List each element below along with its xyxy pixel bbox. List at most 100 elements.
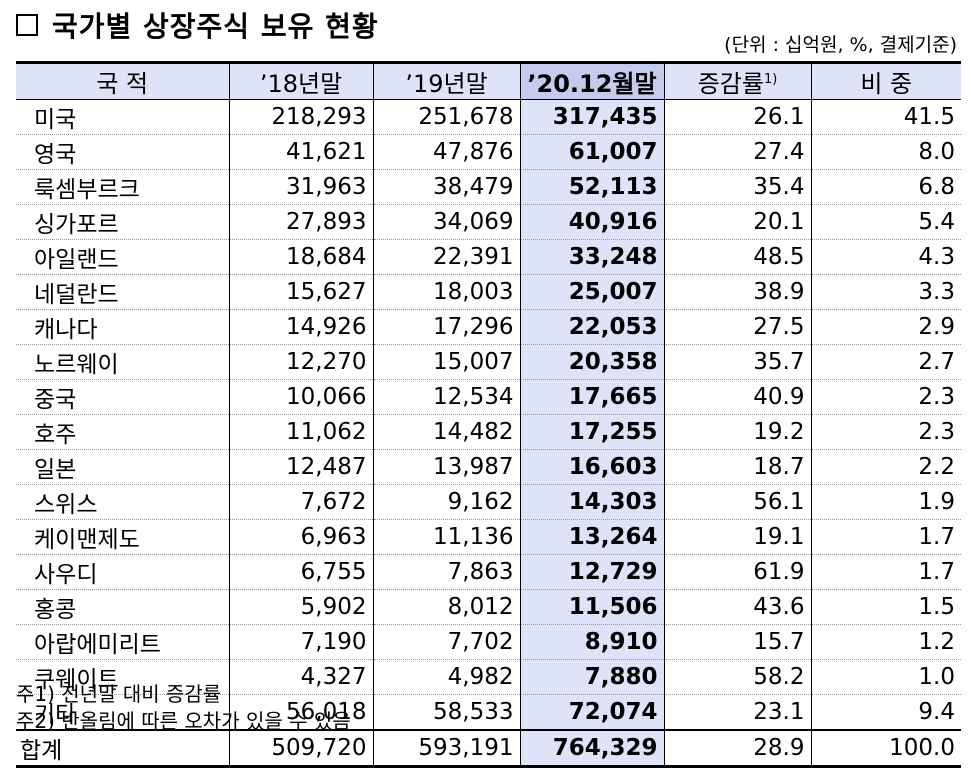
cell-y2019: 7,702	[372, 624, 520, 660]
total-2018: 509,720	[228, 729, 373, 768]
cell-share: 8.0	[810, 134, 961, 170]
cell-change: 19.1	[663, 519, 811, 555]
total-share: 100.0	[810, 729, 961, 768]
cell-y2019: 11,136	[372, 519, 520, 555]
cell-y2019: 9,162	[372, 484, 520, 520]
cell-country: 아랍에미리트	[16, 624, 229, 660]
cell-y2019: 34,069	[372, 204, 520, 240]
table-row: 아랍에미리트 7,190 7,702 8,910 15.7 1.2	[16, 624, 961, 660]
header-2019: ’19년말	[372, 61, 520, 100]
cell-y2019: 18,003	[372, 274, 520, 310]
table-row: 네덜란드 15,627 18,003 25,007 38.9 3.3	[16, 274, 961, 310]
cell-share: 6.8	[810, 169, 961, 205]
cell-share: 1.7	[810, 554, 961, 590]
cell-change: 19.2	[663, 414, 811, 450]
cell-change: 15.7	[663, 624, 811, 660]
cell-y2020: 25,007	[519, 274, 664, 310]
cell-share: 1.9	[810, 484, 961, 520]
table-row: 케이맨제도 6,963 11,136 13,264 19.1 1.7	[16, 519, 961, 555]
cell-country: 기타	[16, 694, 229, 730]
cell-y2020: 61,007	[519, 134, 664, 170]
table-row: 기타 56,018 58,533 72,074 23.1 9.4	[16, 694, 961, 730]
cell-country: 캐나다	[16, 309, 229, 345]
cell-country: 싱가포르	[16, 204, 229, 240]
cell-country: 룩셈부르크	[16, 169, 229, 205]
cell-change: 35.7	[663, 344, 811, 380]
total-country: 합계	[16, 729, 229, 768]
cell-country: 네덜란드	[16, 274, 229, 310]
table-row: 호주 11,062 14,482 17,255 19.2 2.3	[16, 414, 961, 450]
cell-y2018: 18,684	[228, 239, 373, 275]
cell-y2018: 12,487	[228, 449, 373, 485]
cell-y2018: 10,066	[228, 379, 373, 415]
cell-country: 아일랜드	[16, 239, 229, 275]
cell-y2020: 13,264	[519, 519, 664, 555]
total-change: 28.9	[663, 729, 811, 768]
header-change-footnote: 1)	[763, 72, 778, 87]
cell-y2019: 4,982	[372, 659, 520, 695]
cell-share: 4.3	[810, 239, 961, 275]
cell-y2019: 12,534	[372, 379, 520, 415]
cell-country: 호주	[16, 414, 229, 450]
cell-change: 26.1	[663, 99, 811, 135]
cell-change: 38.9	[663, 274, 811, 310]
cell-change: 18.7	[663, 449, 811, 485]
table-row: 싱가포르 27,893 34,069 40,916 20.1 5.4	[16, 204, 961, 240]
cell-y2018: 7,672	[228, 484, 373, 520]
header-country: 국 적	[16, 61, 229, 100]
cell-change: 20.1	[663, 204, 811, 240]
cell-share: 9.4	[810, 694, 961, 730]
unit-label: (단위 : 십억원, %, 결제기준)	[724, 34, 957, 56]
checkbox-icon	[16, 14, 38, 36]
cell-y2018: 5,902	[228, 589, 373, 625]
cell-y2018: 4,327	[228, 659, 373, 695]
total-row: 합계 509,720 593,191 764,329 28.9 100.0	[16, 729, 961, 768]
cell-share: 41.5	[810, 99, 961, 135]
cell-share: 2.2	[810, 449, 961, 485]
cell-y2020: 317,435	[519, 99, 664, 135]
cell-y2020: 22,053	[519, 309, 664, 345]
cell-share: 2.9	[810, 309, 961, 345]
cell-y2019: 7,863	[372, 554, 520, 590]
cell-y2018: 41,621	[228, 134, 373, 170]
cell-y2020: 17,665	[519, 379, 664, 415]
cell-y2019: 22,391	[372, 239, 520, 275]
table-row: 중국 10,066 12,534 17,665 40.9 2.3	[16, 379, 961, 415]
cell-change: 56.1	[663, 484, 811, 520]
table-row: 사우디 6,755 7,863 12,729 61.9 1.7	[16, 554, 961, 590]
title-row: 국가별 상장주식 보유 현황	[16, 8, 379, 43]
cell-y2020: 52,113	[519, 169, 664, 205]
table-row: 홍콩 5,902 8,012 11,506 43.6 1.5	[16, 589, 961, 625]
cell-country: 노르웨이	[16, 344, 229, 380]
cell-share: 2.7	[810, 344, 961, 380]
cell-country: 중국	[16, 379, 229, 415]
cell-country: 미국	[34, 107, 77, 133]
cell-y2020: 11,506	[519, 589, 664, 625]
footnotes: 주1) 전년말 대비 증감률 주2) 반올림에 따른 오차가 있을 수 있음	[16, 681, 351, 735]
cell-country: 쿠웨이트	[16, 659, 229, 695]
header-2020: ’20.12월말	[519, 61, 664, 100]
header-2018: ’18년말	[228, 61, 373, 100]
cell-country: 스위스	[16, 484, 229, 520]
cell-change: 48.5	[663, 239, 811, 275]
cell-share: 2.3	[810, 414, 961, 450]
header-share: 비 중	[810, 61, 961, 100]
cell-y2018: 31,963	[228, 169, 373, 205]
table-row: 쿠웨이트 4,327 4,982 7,880 58.2 1.0	[16, 659, 961, 695]
cell-y2020: 72,074	[519, 694, 664, 730]
page-title: 국가별 상장주식 보유 현황	[52, 10, 379, 43]
cell-y2020: 40,916	[519, 204, 664, 240]
cell-y2020: 12,729	[519, 554, 664, 590]
cell-change: 27.4	[663, 134, 811, 170]
cell-change: 40.9	[663, 379, 811, 415]
cell-change: 27.5	[663, 309, 811, 345]
cell-change: 58.2	[663, 659, 811, 695]
cell-y2019: 14,482	[372, 414, 520, 450]
cell-y2020: 17,255	[519, 414, 664, 450]
cell-share: 5.4	[810, 204, 961, 240]
cell-y2018: 7,190	[228, 624, 373, 660]
table-header-row: 국 적 ’18년말 ’19년말 ’20.12월말 증감률1) 비 중	[16, 61, 961, 100]
cell-y2020: 8,910	[519, 624, 664, 660]
cell-change: 23.1	[663, 694, 811, 730]
table-row: 캐나다 14,926 17,296 22,053 27.5 2.9	[16, 309, 961, 345]
